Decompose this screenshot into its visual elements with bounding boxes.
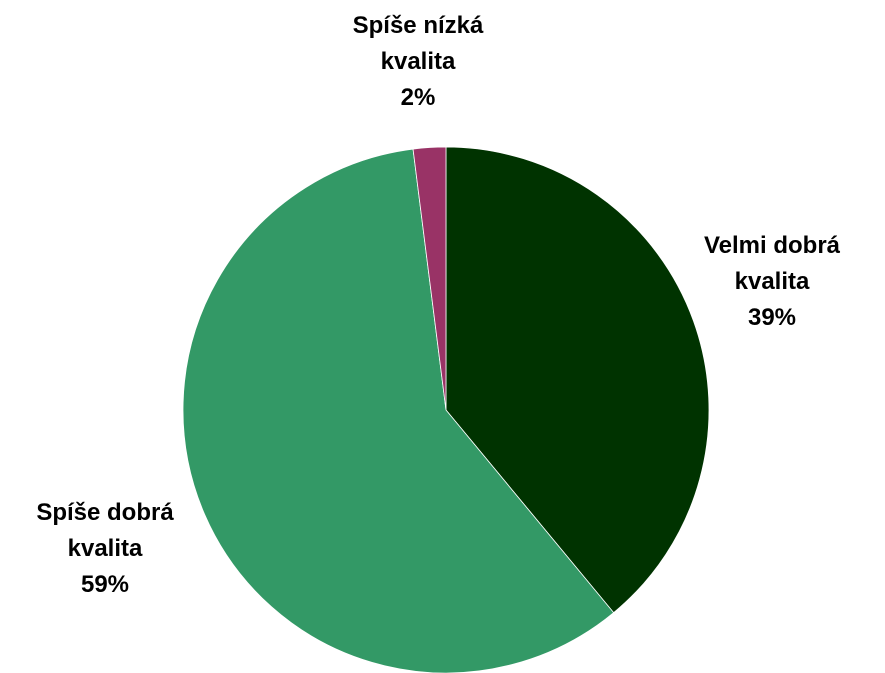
category-label: Spíše nízká kvalita <box>352 12 484 75</box>
slice-label: Velmi dobrá kvalita 39% <box>682 228 862 336</box>
pie-slice <box>182 148 615 673</box>
category-label: Spíše dobrá kvalita <box>36 499 174 562</box>
value-label: 59% <box>80 571 130 598</box>
slice-label: Spíše nízká kvalita 2% <box>328 8 508 116</box>
pie-slice <box>412 146 447 411</box>
pie-slice <box>445 146 710 614</box>
value-label: 2% <box>400 84 436 111</box>
value-label: 39% <box>747 304 797 331</box>
category-label: Velmi dobrá kvalita <box>703 232 841 295</box>
slice-label: Spíše dobrá kvalita 59% <box>15 495 195 603</box>
